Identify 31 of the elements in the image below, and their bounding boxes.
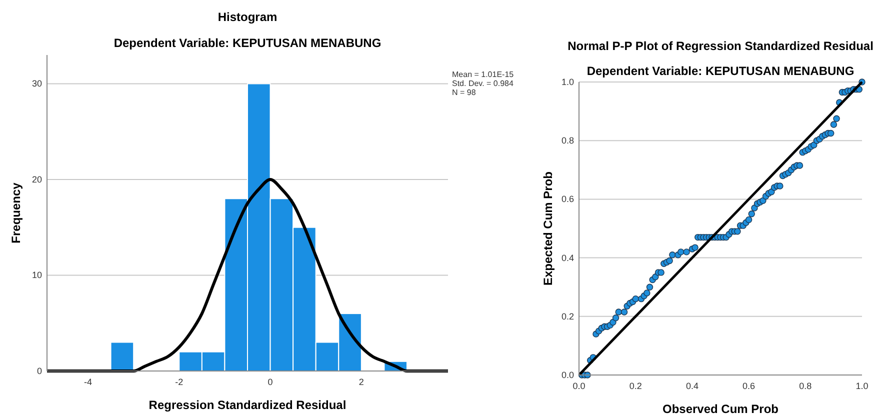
x-tick-label: 1.0: [856, 381, 868, 391]
y-tick-label: 0.6: [561, 194, 574, 204]
x-tick-label: -4: [84, 377, 92, 387]
text: N = 98: [452, 88, 476, 97]
y-tick-label: 30: [32, 78, 42, 89]
x-tick-label: 0.4: [686, 381, 698, 391]
chart-subtitle: Dependent Variable: KEPUTUSAN MENABUNG: [114, 36, 382, 50]
y-axis-title: Frequency: [9, 182, 23, 244]
x-tick-label: -2: [175, 377, 184, 387]
y-tick-label: 0.2: [561, 311, 574, 322]
text: Std. Dev. = 0.984: [452, 79, 514, 88]
y-tick-label: 20: [32, 174, 42, 184]
x-tick-label: 2: [358, 377, 364, 387]
y-tick-label: 0.0: [561, 370, 574, 380]
y-tick-label: 10: [32, 270, 42, 280]
chart-title: Histogram: [218, 10, 278, 24]
y-tick-label: 0.8: [561, 136, 574, 146]
chart-subtitle: Dependent Variable: KEPUTUSAN MENABUNG: [586, 64, 854, 78]
y-tick-label: 0: [36, 366, 42, 376]
text: Mean = 1.01E-15: [452, 70, 514, 79]
x-tick-label: 0: [268, 377, 273, 387]
x-tick-label: 0.2: [629, 381, 642, 391]
x-axis-title: Observed Cum Prob: [662, 402, 779, 415]
x-tick-label: 0.8: [799, 381, 812, 391]
x-tick-label: 0.0: [572, 381, 586, 391]
y-tick-label: 0.4: [561, 252, 574, 263]
y-axis-title: Expected Cum Prob: [541, 171, 555, 286]
x-tick-label: 0.6: [742, 381, 756, 391]
y-tick-label: 1.0: [561, 77, 574, 87]
chart-title: Normal P-P Plot of Regression Standardized Residual: [568, 39, 874, 53]
x-axis-title: Regression Standardized Residual: [148, 398, 346, 412]
